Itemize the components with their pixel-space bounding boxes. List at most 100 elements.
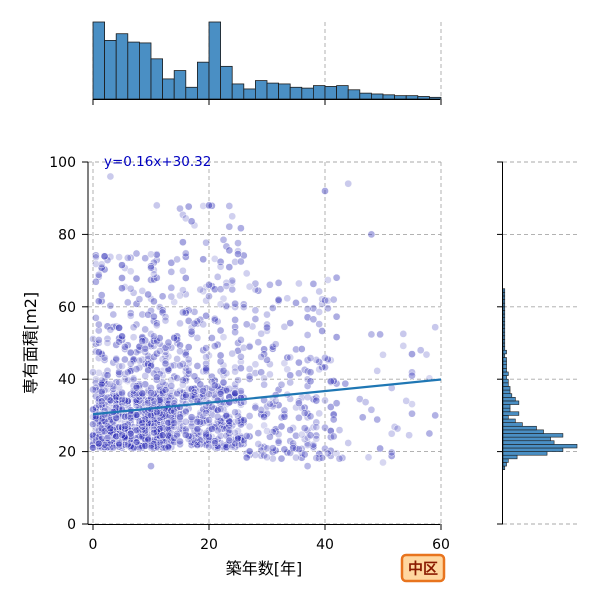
scatter-point <box>242 320 251 329</box>
scatter-point <box>280 412 289 421</box>
scatter-plot: y=0.16x+30.32 0 20 40 60 0 20 40 60 80 100 築年数[年… <box>21 154 450 578</box>
scatter-point <box>118 431 126 439</box>
scatter-point <box>231 328 239 337</box>
scatter-point <box>210 314 219 323</box>
scatter-point <box>100 379 109 388</box>
right-histogram-bar <box>502 433 564 438</box>
x-tick-label: 40 <box>316 537 334 553</box>
scatter-point <box>326 403 335 411</box>
scatter-point <box>115 389 123 398</box>
scatter-point <box>144 290 152 299</box>
scatter-point <box>231 363 239 372</box>
scatter-point <box>164 424 173 433</box>
scatter-point <box>89 431 97 440</box>
top-histogram-bar <box>92 21 105 100</box>
scatter-point <box>213 382 222 391</box>
scatter-point <box>216 326 225 335</box>
scatter-point <box>167 268 176 276</box>
scatter-point <box>257 353 266 361</box>
scatter-point <box>268 400 277 408</box>
scatter-point <box>231 384 239 393</box>
scatter-point <box>179 308 187 317</box>
scatter-point <box>280 445 289 454</box>
scatter-point <box>181 374 190 383</box>
scatter-point <box>190 308 199 316</box>
right-histogram-bar <box>502 422 523 427</box>
scatter-point <box>231 380 239 389</box>
top-histogram <box>92 21 442 105</box>
right-histogram-bar <box>502 462 507 467</box>
scatter-point <box>245 422 254 431</box>
scatter-point <box>89 368 97 377</box>
scatter-point <box>129 355 138 364</box>
scatter-point <box>245 365 254 373</box>
scatter-point <box>94 326 103 335</box>
scatter-point <box>158 308 167 317</box>
scatter-point <box>144 435 152 444</box>
right-histogram-bar <box>502 386 511 391</box>
scatter-point <box>170 361 179 370</box>
scatter-point <box>161 316 170 325</box>
scatter-point <box>89 335 97 343</box>
scatter-point <box>242 269 251 278</box>
scatter-point <box>187 413 196 422</box>
scatter-point <box>202 344 210 352</box>
scatter-point <box>286 378 295 387</box>
scatter-point <box>132 300 141 308</box>
top-histogram-bar <box>428 96 442 100</box>
scatter-point <box>222 278 231 287</box>
scatter-point <box>277 413 286 422</box>
scatter-point <box>213 443 222 452</box>
right-histogram-bar <box>502 288 506 293</box>
scatter-point <box>94 439 103 448</box>
right-histogram-bar <box>502 299 506 304</box>
scatter-point <box>187 415 196 424</box>
scatter-point <box>318 453 326 462</box>
scatter-point <box>155 396 164 404</box>
scatter-point <box>274 437 283 446</box>
scatter-point <box>387 429 396 438</box>
scatter-point <box>141 396 150 404</box>
scatter-point <box>150 425 158 434</box>
scatter-point <box>181 376 190 385</box>
scatter-point <box>303 441 312 449</box>
scatter-point <box>239 416 248 425</box>
scatter-point <box>170 396 179 405</box>
right-histogram-bar <box>502 465 506 470</box>
scatter-point <box>231 367 239 376</box>
scatter-point <box>280 406 289 415</box>
scatter-point <box>373 367 382 375</box>
scatter-point <box>150 270 158 279</box>
scatter-point <box>216 432 225 440</box>
scatter-point <box>94 336 103 344</box>
right-histogram-bar <box>502 458 509 463</box>
scatter-point <box>109 323 118 331</box>
scatter-point <box>213 412 222 421</box>
scatter-point <box>132 438 141 447</box>
scatter-point <box>115 337 123 346</box>
scatter-point <box>106 172 115 181</box>
scatter-point <box>106 380 115 388</box>
scatter-point <box>237 387 245 395</box>
scatter-point <box>245 342 254 351</box>
scatter-point <box>103 439 112 447</box>
scatter-point <box>147 443 155 452</box>
scatter-point <box>286 371 295 380</box>
scatter-point <box>155 382 164 391</box>
right-histogram-bar <box>502 436 551 442</box>
scatter-point <box>228 278 237 287</box>
scatter-point <box>297 453 306 462</box>
top-histogram-bar <box>185 86 198 100</box>
scatter-point <box>170 419 179 427</box>
right-histogram-bar <box>502 295 506 300</box>
scatter-point <box>228 276 237 285</box>
scatter-point <box>251 315 260 323</box>
scatter-point <box>315 320 324 328</box>
scatter-point <box>367 230 376 239</box>
scatter-point <box>161 347 170 356</box>
scatter-point <box>260 451 268 460</box>
scatter-point <box>129 444 138 452</box>
scatter-point <box>208 334 216 342</box>
scatter-point <box>196 380 205 389</box>
scatter-point <box>118 332 126 341</box>
